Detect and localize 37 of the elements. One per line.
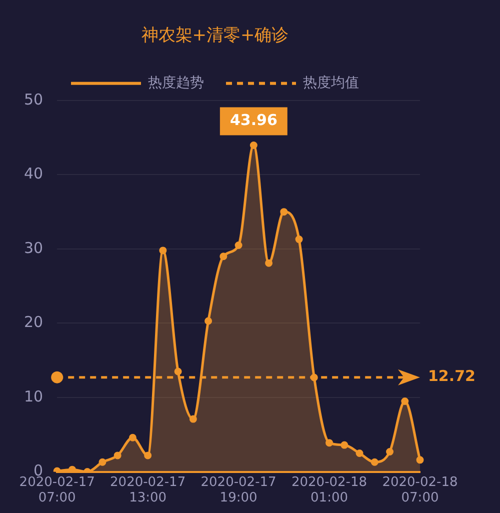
point bbox=[159, 246, 167, 254]
point bbox=[265, 259, 273, 267]
y-tick-label: 20 bbox=[24, 313, 44, 332]
point bbox=[114, 452, 122, 460]
point bbox=[295, 236, 303, 244]
point bbox=[174, 368, 182, 376]
point bbox=[68, 466, 76, 472]
point bbox=[310, 374, 318, 382]
y-tick-label: 40 bbox=[24, 164, 44, 183]
point bbox=[189, 415, 197, 423]
data-label: 12.72 bbox=[428, 367, 476, 386]
chart-title: 神农架+清零+确诊 bbox=[141, 26, 289, 46]
legend-label: 热度趋势 bbox=[148, 75, 204, 92]
point bbox=[98, 458, 106, 466]
point bbox=[401, 397, 409, 405]
point bbox=[326, 439, 334, 447]
point bbox=[280, 208, 288, 216]
point bbox=[204, 317, 212, 325]
point bbox=[386, 448, 394, 456]
x-tick-label: 2020-02-18 07:00 bbox=[382, 474, 458, 506]
point bbox=[416, 456, 424, 464]
data-label: 43.96 bbox=[230, 111, 278, 130]
point bbox=[356, 449, 364, 457]
point bbox=[128, 434, 136, 442]
point bbox=[144, 452, 152, 460]
point bbox=[250, 142, 258, 150]
point bbox=[234, 241, 242, 249]
y-tick-label: 10 bbox=[24, 387, 44, 406]
point bbox=[340, 441, 348, 449]
point bbox=[370, 458, 378, 466]
point bbox=[220, 252, 228, 260]
x-tick-label: 2020-02-17 19:00 bbox=[200, 474, 276, 506]
x-tick-label: 2020-02-17 13:00 bbox=[110, 474, 186, 506]
x-tick-label: 2020-02-18 01:00 bbox=[291, 474, 368, 506]
y-tick-label: 50 bbox=[24, 90, 44, 108]
legend-label: 热度均值 bbox=[303, 75, 359, 92]
y-tick-label: 30 bbox=[24, 238, 44, 257]
